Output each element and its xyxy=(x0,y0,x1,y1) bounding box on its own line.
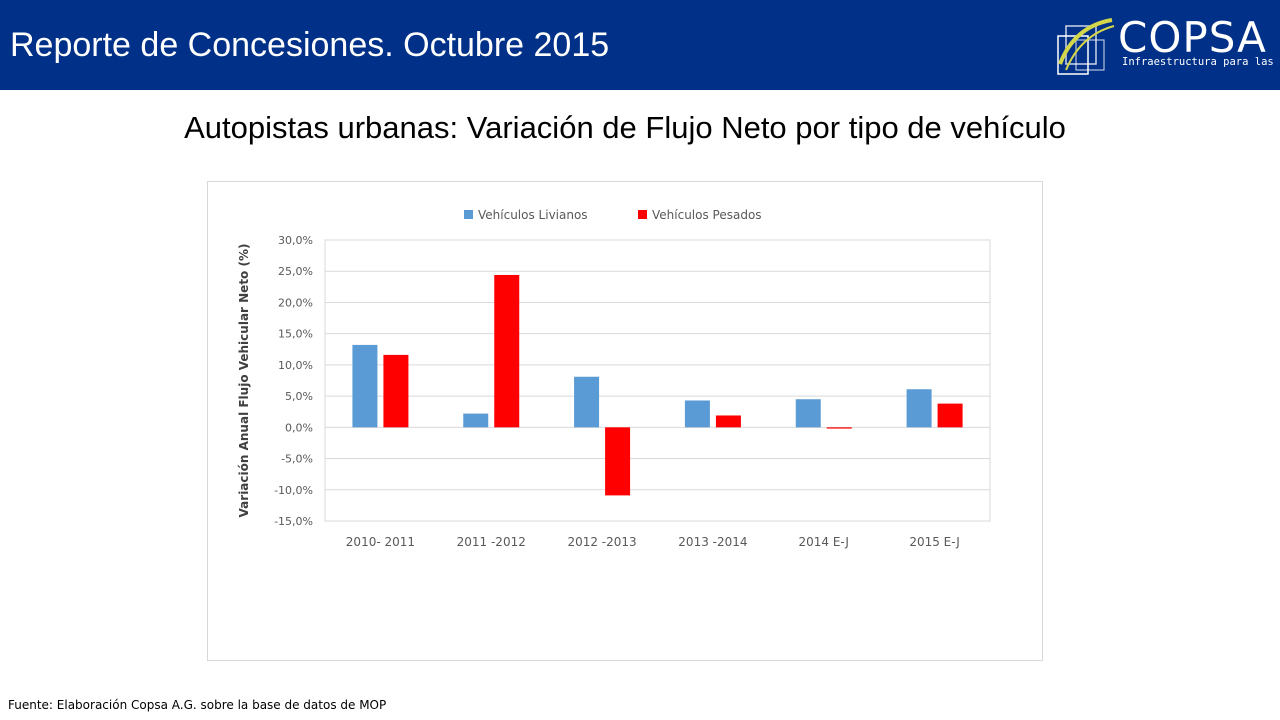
y-axis-title: Variación Anual Flujo Vehicular Neto (%) xyxy=(237,244,251,518)
bar-livianos xyxy=(574,376,600,428)
bar-livianos xyxy=(463,413,489,428)
legend-swatch xyxy=(638,210,647,219)
bar-pesados xyxy=(826,427,852,429)
header-bar: Reporte de Concesiones. Octubre 2015 COP… xyxy=(0,0,1280,90)
x-tick-label: 2014 E-J xyxy=(799,535,849,549)
source-note: Fuente: Elaboración Copsa A.G. sobre la … xyxy=(8,698,387,712)
bar-chart: 30,0% 25,0% 20,0% 15,0% 10,0% 5,0% 0,0% -5,0% -1… xyxy=(237,208,991,549)
chart-heading: Autopistas urbanas: Variación de Flujo N… xyxy=(184,110,1066,145)
y-tick-label: -15,0% xyxy=(274,515,313,528)
legend-label: Vehículos Pesados xyxy=(652,208,762,222)
y-tick-label: 5,0% xyxy=(285,390,313,403)
y-tick-label: 25,0% xyxy=(278,265,313,278)
legend-label: Vehículos Livianos xyxy=(478,208,588,222)
bar-livianos xyxy=(684,400,710,428)
x-tick-label: 2010- 2011 xyxy=(346,535,415,549)
y-tick-label: 20,0% xyxy=(278,296,313,309)
legend-swatch xyxy=(464,210,473,219)
bar-pesados xyxy=(383,354,409,428)
logo-tagline: Infraestructura para las personas xyxy=(1122,56,1280,68)
bar-pesados xyxy=(494,274,520,428)
y-tick-label: -10,0% xyxy=(274,484,313,497)
bar-pesados xyxy=(715,415,741,428)
y-tick-label: 0,0% xyxy=(285,421,313,434)
bar-livianos xyxy=(795,399,821,428)
copsa-logo-mark-icon xyxy=(1057,18,1115,75)
copsa-logo: COPSA Infraestructura para las personas xyxy=(1052,13,1280,78)
x-tick-label: 2011 -2012 xyxy=(457,535,526,549)
bar-livianos xyxy=(906,389,932,428)
x-tick-label: 2012 -2013 xyxy=(567,535,636,549)
bar-pesados xyxy=(605,427,631,496)
page-title: Reporte de Concesiones. Octubre 2015 xyxy=(10,26,610,64)
plot-area-border xyxy=(324,239,991,522)
logo-wordmark: COPSA xyxy=(1118,13,1267,62)
y-tick-label: -5,0% xyxy=(281,453,313,466)
bar-livianos xyxy=(352,344,378,428)
chart-frame: 30,0% 25,0% 20,0% 15,0% 10,0% 5,0% 0,0% -5,0% -1… xyxy=(207,181,1043,661)
x-tick-label: 2015 E-J xyxy=(909,535,959,549)
x-tick-label: 2013 -2014 xyxy=(678,535,747,549)
y-tick-label: 15,0% xyxy=(278,328,313,341)
y-tick-label: 10,0% xyxy=(278,359,313,372)
y-tick-label: 30,0% xyxy=(278,234,313,247)
bar-pesados xyxy=(937,403,963,428)
